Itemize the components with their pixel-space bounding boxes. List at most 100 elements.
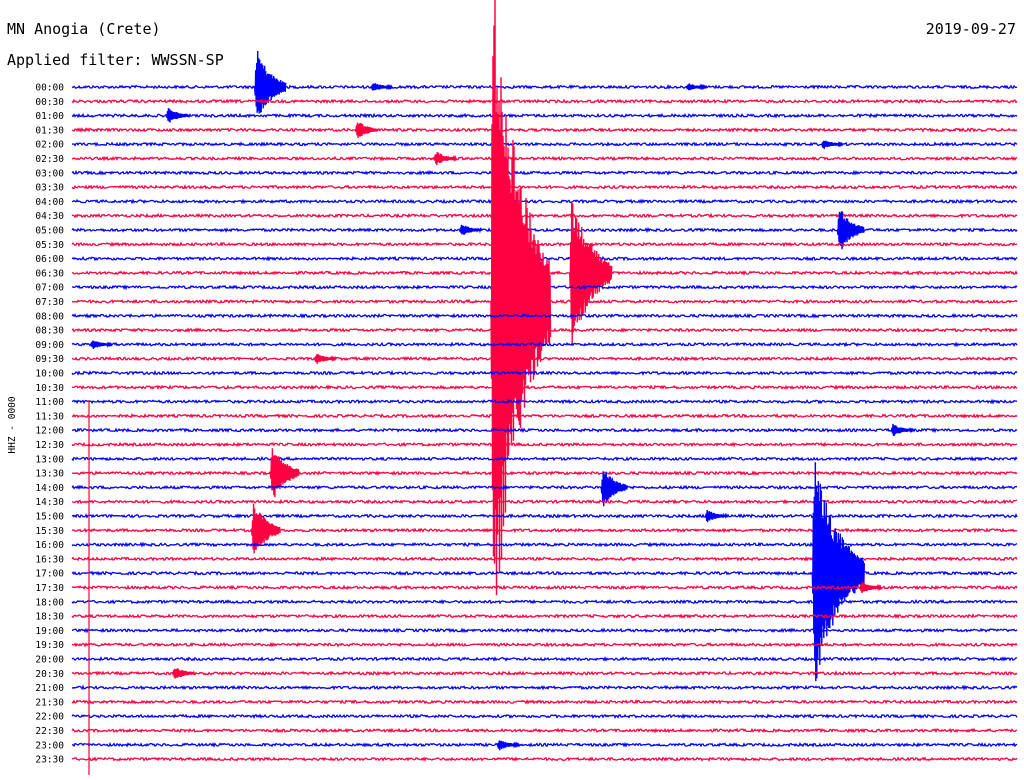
time-label: 11:00: [35, 397, 64, 408]
time-label: 07:00: [35, 283, 64, 294]
seismic-event: [890, 423, 914, 437]
time-label: 06:30: [35, 268, 64, 279]
trace-line: [71, 670, 1018, 677]
trace-line: [71, 713, 1018, 720]
time-label: 10:00: [35, 369, 64, 380]
trace-line: [71, 327, 1018, 333]
trace-line: [71, 212, 1018, 219]
time-label: 01:30: [35, 125, 64, 136]
seismic-event: [254, 50, 287, 114]
time-label: 17:30: [35, 583, 64, 594]
trace-line: [71, 599, 1018, 605]
station-title: MN Anogia (Crete): [7, 20, 161, 38]
trace-line: [71, 312, 1018, 319]
seismic-event: [836, 211, 865, 250]
channel-label: HHZ - 0000: [7, 396, 18, 453]
trace-line: [71, 126, 1018, 133]
time-label: 03:30: [35, 183, 64, 194]
trace-line: [71, 441, 1017, 448]
seismic-event: [858, 581, 882, 594]
trace-line: [71, 555, 1018, 562]
trace-line: [71, 227, 1018, 234]
seismic-event: [433, 152, 457, 166]
trace-line: [71, 355, 1018, 362]
trace-line: [71, 498, 1017, 505]
seismic-event: [811, 462, 865, 682]
trace-line: [71, 484, 1017, 491]
time-label: 12:30: [35, 440, 64, 451]
trace-line: [71, 255, 1018, 262]
time-label-group: 00:00 00:30 01:00 01:30 02:00 02:30 03:00 03:30…: [35, 83, 64, 766]
trace-line: [71, 241, 1018, 248]
trace-line: [71, 98, 1018, 105]
seismic-event: [370, 83, 393, 91]
seismic-event: [600, 471, 628, 507]
trace-line: [71, 155, 1018, 162]
time-label: 00:00: [35, 83, 64, 94]
trace-line: [71, 513, 1018, 519]
trace-line: [71, 384, 1018, 391]
time-label: 08:30: [35, 326, 64, 337]
time-label: 11:30: [35, 411, 64, 422]
trace-line: [71, 656, 1018, 662]
time-label: 16:30: [35, 554, 64, 565]
time-label: 23:30: [35, 755, 64, 766]
time-label: 06:00: [35, 254, 64, 265]
time-label: 15:30: [35, 526, 64, 537]
trace-line: [71, 684, 1018, 691]
trace-line: [71, 413, 1018, 419]
time-label: 00:30: [35, 97, 64, 108]
time-label: 09:30: [35, 354, 64, 365]
time-label: 18:30: [35, 612, 64, 623]
time-label: 10:30: [35, 383, 64, 394]
seismic-event: [165, 107, 190, 123]
trace-line: [71, 141, 1018, 148]
seismic-event: [704, 509, 728, 523]
trace-line: [71, 198, 1018, 205]
trace-group: [71, 0, 1018, 775]
seismic-event: [685, 83, 708, 91]
trace-line: [71, 613, 1018, 619]
seismic-event: [90, 340, 113, 350]
time-label: 02:00: [35, 140, 64, 151]
trace-line: [71, 184, 1018, 190]
time-label: 18:00: [35, 597, 64, 608]
time-label: 07:30: [35, 297, 64, 308]
time-label: 04:30: [35, 211, 64, 222]
trace-line: [71, 741, 1018, 748]
time-label: 08:00: [35, 311, 64, 322]
trace-line: [71, 756, 1018, 762]
trace-line: [72, 427, 1018, 434]
trace-line: [71, 112, 1018, 119]
date-label: 2019-09-27: [925, 20, 1016, 38]
time-label: 22:30: [35, 726, 64, 737]
time-label: 15:00: [35, 512, 64, 523]
seismic-event: [313, 353, 337, 364]
time-label: 13:00: [35, 454, 64, 465]
time-label: 09:00: [35, 340, 64, 351]
trace-line: [71, 169, 1018, 176]
seismic-event: [569, 201, 613, 344]
time-label: 19:30: [35, 640, 64, 651]
time-label: 01:00: [35, 111, 64, 122]
seismic-event: [821, 140, 844, 149]
seismic-event: [172, 668, 196, 679]
time-label: 23:00: [35, 740, 64, 751]
seismic-event: [354, 122, 379, 139]
time-label: 16:00: [35, 540, 64, 551]
trace-line: [71, 398, 1018, 405]
time-label: 02:30: [35, 154, 64, 165]
seismic-event: [490, 0, 552, 596]
time-label: 14:00: [35, 483, 64, 494]
time-label: 21:30: [35, 697, 64, 708]
time-label: 20:30: [35, 669, 64, 680]
time-label: 22:00: [35, 712, 64, 723]
trace-line: [71, 627, 1018, 634]
trace-line: [71, 570, 1018, 577]
time-label: 13:30: [35, 469, 64, 480]
trace-line: [71, 369, 1018, 376]
trace-line: [71, 699, 1018, 705]
time-label: 19:00: [35, 626, 64, 637]
trace-line: [71, 341, 1018, 348]
time-label: 17:00: [35, 569, 64, 580]
